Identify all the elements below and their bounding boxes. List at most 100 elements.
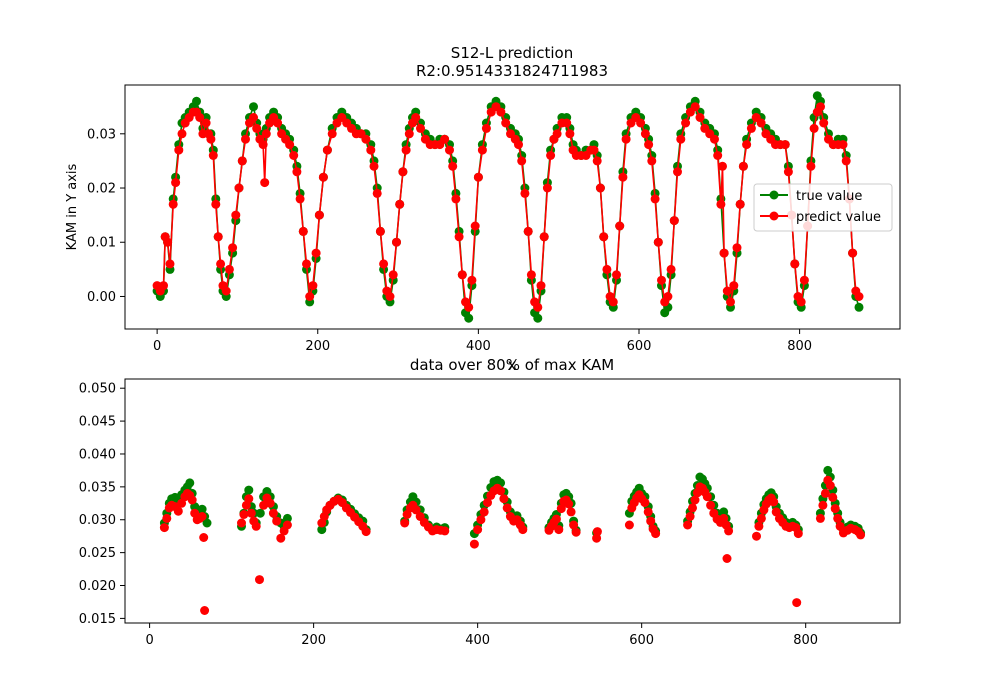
data-point-predict (252, 123, 262, 133)
scatter-point-predict (651, 529, 661, 539)
data-point-predict (206, 134, 216, 144)
data-point-predict (448, 161, 458, 171)
scatter-point-predict (469, 539, 479, 549)
data-point-predict (295, 194, 305, 204)
scatter-point-true (202, 518, 212, 528)
data-point-predict (657, 275, 666, 285)
data-point-predict (231, 210, 241, 220)
data-point-predict (159, 281, 168, 291)
scatter-point-predict (479, 507, 489, 517)
data-point-predict (298, 226, 308, 236)
data-point-predict (464, 302, 474, 312)
scatter-point-predict (569, 520, 579, 530)
data-point-predict (666, 264, 676, 274)
data-point-predict (308, 281, 318, 291)
scatter-point-predict (818, 500, 828, 510)
data-point-predict (695, 113, 705, 122)
data-point-true (464, 313, 474, 323)
scatter-point-predict (361, 527, 371, 537)
data-point-predict (526, 270, 536, 280)
data-point-predict (241, 134, 250, 144)
data-point-predict (780, 140, 790, 150)
data-point-predict (722, 286, 732, 296)
scatter-point-predict (592, 533, 602, 543)
data-point-predict (806, 161, 816, 171)
scatter-point-predict (690, 495, 700, 505)
data-point-predict (690, 102, 700, 112)
x-tick-label: 600 (629, 633, 654, 648)
data-point-predict (647, 156, 657, 166)
data-point-predict (457, 270, 467, 280)
data-point-predict (653, 237, 663, 247)
scatter-point-predict (473, 525, 483, 535)
x-tick-label: 0 (153, 339, 161, 354)
scatter-point-predict (476, 515, 486, 525)
data-point-predict (592, 156, 602, 166)
scatter-point-predict (624, 520, 634, 530)
data-point-predict (618, 172, 628, 182)
data-point-predict (305, 292, 315, 301)
data-point-predict (809, 123, 819, 133)
scatter-point-predict (244, 494, 254, 504)
scatter-point-true (282, 513, 292, 523)
data-point-predict (392, 237, 401, 247)
data-point-predict (819, 118, 829, 128)
data-point-predict (445, 145, 454, 155)
scatter-point-predict (173, 506, 183, 516)
data-point-predict (302, 259, 311, 269)
scatter-point-predict (792, 598, 802, 608)
scatter-point-predict (566, 507, 576, 517)
y-tick-label: 0.030 (79, 513, 116, 528)
scatter-point-predict (518, 525, 528, 535)
top-chart-x-label: x (508, 356, 517, 374)
scatter-point-predict (828, 492, 838, 502)
data-point-predict (501, 118, 511, 128)
data-point-predict (796, 297, 806, 307)
y-tick-label: 0.01 (87, 236, 116, 251)
legend-predict-label: predict value (796, 210, 881, 225)
data-point-predict (260, 178, 270, 188)
data-point-predict (208, 151, 218, 160)
data-point-predict (729, 281, 739, 291)
data-point-predict (595, 183, 605, 193)
x-tick-label: 600 (627, 339, 652, 354)
data-point-predict (799, 275, 809, 285)
scatter-point-predict (769, 497, 779, 507)
data-point-predict (322, 145, 332, 155)
data-point-predict (514, 140, 523, 150)
data-point-predict (673, 167, 682, 177)
legend-true-label: true value (796, 189, 862, 204)
data-point-predict (440, 134, 450, 144)
data-point-predict (171, 178, 181, 188)
bottom-chart-plot-area (159, 465, 866, 615)
y-tick-label: 0.035 (79, 480, 116, 495)
data-point-predict (681, 118, 691, 128)
data-point-true (533, 313, 543, 323)
legend-box (753, 183, 893, 232)
data-point-predict (261, 129, 271, 139)
data-point-predict (517, 156, 527, 166)
scatter-point-predict (272, 516, 282, 526)
bottom-chart-frame (124, 378, 901, 624)
scatter-point-predict (685, 512, 695, 521)
scatter-point-predict (683, 520, 693, 530)
data-point-predict (636, 118, 646, 128)
data-point-predict (520, 188, 530, 198)
data-point-predict (612, 270, 621, 280)
data-point-predict (719, 248, 729, 258)
data-point-predict (388, 270, 398, 280)
scatter-point-predict (187, 495, 197, 505)
data-point-predict (539, 232, 549, 242)
y-tick-label: 0.045 (79, 415, 116, 430)
data-point-predict (411, 113, 421, 122)
scatter-point-predict (265, 498, 275, 508)
legend: true value predict value (753, 183, 893, 232)
y-tick-label: 0.02 (87, 182, 116, 197)
data-point-true (854, 302, 864, 312)
data-point-predict (542, 183, 552, 193)
data-point-predict (289, 151, 299, 160)
scatter-point-predict (756, 513, 766, 523)
data-point-predict (756, 118, 766, 128)
scatter-point-predict (702, 492, 712, 502)
